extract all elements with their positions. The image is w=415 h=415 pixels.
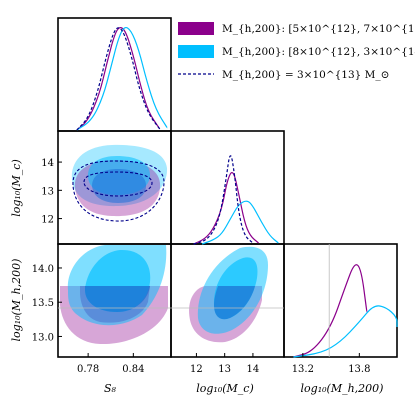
- marginal-curve-set2: [201, 200, 279, 245]
- xtick-label-s8: 0.84: [122, 364, 144, 375]
- panel-mh-marginal: [283, 243, 398, 358]
- xlabel-s8: S₈: [104, 382, 117, 395]
- legend: M_{h,200}: [5×10^{12}, 7×10^{13}] M_⊙ M_…: [178, 22, 415, 81]
- marginal-curve-set1: [76, 27, 161, 131]
- marginal-curves: [76, 26, 398, 358]
- legend-label-set2: M_{h,200}: [8×10^{12}, 3×10^{14}] M_⊙: [222, 46, 415, 58]
- ytick-label-mh: 14.0: [32, 264, 54, 275]
- marginal-curve-set3: [76, 27, 161, 131]
- contours-mh-vs-mc: [171, 246, 284, 343]
- ytick-label-mc: 14: [41, 158, 54, 169]
- xtick-label-mc: 14: [247, 364, 260, 375]
- legend-label-set1: M_{h,200}: [5×10^{12}, 7×10^{13}] M_⊙: [222, 23, 415, 35]
- contour-set3-outer: [72, 160, 165, 222]
- ylabel-log10-mc: log₁₀(M_c): [10, 159, 23, 217]
- ytick-label-mh: 13.5: [32, 298, 54, 309]
- xtick-label-mc: 12: [190, 364, 203, 375]
- ytick-label-mh: 13.0: [32, 332, 54, 343]
- ytick-label-mc: 12: [41, 215, 54, 226]
- xtick-label-mh: 13.2: [292, 364, 314, 375]
- marginal-curve-set1: [193, 171, 259, 245]
- contour-set3-inner: [83, 171, 153, 197]
- contour-overlap-inner: [214, 286, 255, 320]
- xlabel-log10-mh200: log₁₀(M_h,200): [301, 382, 384, 395]
- xtick-label-s8: 0.78: [77, 364, 99, 375]
- marginal-curve-set2: [293, 305, 398, 358]
- panel-mc-marginal: [170, 130, 285, 245]
- xtick-label-mh: 13.8: [348, 364, 370, 375]
- contours-mh-vs-s8: [58, 245, 171, 345]
- contours-mc-vs-s8: [71, 144, 168, 222]
- marginal-curve-set2: [76, 26, 168, 131]
- legend-swatch-set2: [178, 45, 214, 58]
- ylabel-log10-mh200: log₁₀(M_h,200): [10, 259, 23, 342]
- xtick-label-mc: 13: [218, 364, 231, 375]
- legend-label-set3: M_{h,200} = 3×10^{13} M_⊙: [222, 69, 389, 81]
- contour-overlap-inner: [85, 286, 150, 312]
- marginal-curve-set3: [193, 155, 254, 245]
- tick-marks: 0.78 0.84 12 13 14 13.2 13.8 12 13 14 13.0 13.5 14.0: [32, 158, 371, 375]
- axes-frames: [57, 17, 398, 358]
- legend-swatch-set1: [178, 22, 214, 35]
- ytick-label-mc: 13: [41, 186, 54, 197]
- xlabel-log10-mc: log₁₀(M_c): [196, 382, 254, 395]
- marginal-curve-set1: [293, 264, 368, 358]
